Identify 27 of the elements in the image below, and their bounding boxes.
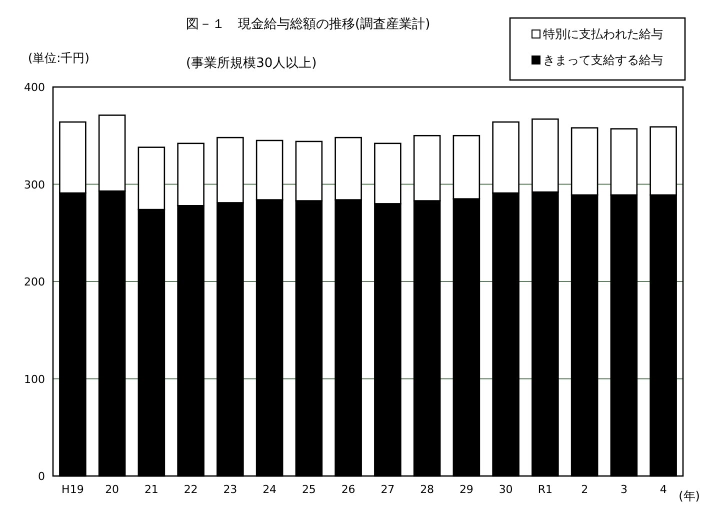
x-tick-label: 2 [581,483,588,496]
legend-label: 特別に支払われた給与 [543,27,663,41]
x-tick-label: 24 [262,483,277,496]
y-axis-title: (単位:千円) [28,51,90,65]
x-tick-label: 21 [144,483,158,496]
y-tick-label: 100 [24,372,45,386]
x-tick-label: R1 [538,483,553,496]
x-tick-label: 30 [498,483,513,496]
x-tick-label: 27 [380,483,395,496]
x-tick-label: 25 [302,483,316,496]
chart-title: 図－１ 現金給与総額の推移(調査産業計) [186,16,430,32]
chart-subtitle: (事業所規模30人以上) [186,56,317,71]
y-tick-label: 0 [38,470,45,483]
x-tick-label: 22 [184,483,198,496]
x-tick-label: 29 [459,483,474,496]
x-axis-title: (年) [678,489,700,503]
x-tick-label: 23 [223,483,238,496]
x-tick-label: 20 [105,483,120,496]
y-tick-label: 200 [24,276,45,288]
y-tick-label: 300 [24,178,45,192]
legend-label: きまって支給する給与 [543,53,663,67]
x-tick-label: H19 [62,483,84,496]
x-tick-label: 4 [660,483,667,496]
y-tick-label: 400 [24,81,45,94]
x-tick-label: 26 [341,483,356,496]
x-tick-label: 28 [420,483,434,496]
x-tick-label: 3 [620,483,628,496]
